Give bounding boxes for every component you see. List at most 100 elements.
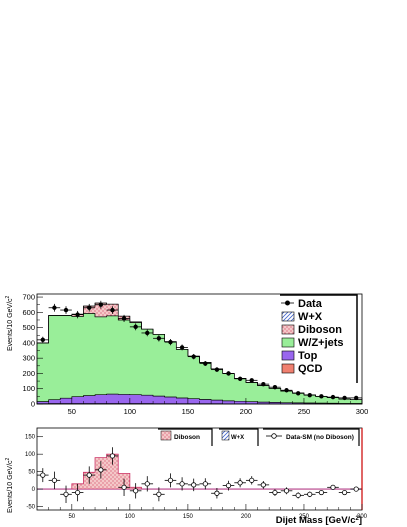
y-tick-label: 300 — [22, 354, 35, 363]
top-legend: Data W+X Diboson W/Z+jets Top QCD — [280, 294, 358, 383]
residual-point — [245, 476, 258, 485]
data-point — [280, 388, 293, 393]
data-point — [106, 306, 119, 314]
residual-point — [71, 483, 84, 502]
residual-point — [118, 478, 130, 497]
x-tick-label: 100 — [125, 514, 136, 520]
residual-point — [269, 489, 281, 497]
svg-text:Data: Data — [298, 298, 323, 310]
residual-point — [280, 487, 293, 495]
svg-text:QCD: QCD — [298, 363, 323, 375]
data-point — [245, 378, 258, 383]
residual-point — [129, 483, 142, 499]
y-tick-label: 150 — [25, 435, 36, 441]
residual-point — [211, 488, 223, 499]
data-point — [199, 361, 212, 367]
residual-point — [234, 478, 246, 488]
residual-point — [257, 481, 270, 489]
x-tick-label: 300 — [356, 407, 369, 416]
y-tick-label: 600 — [22, 308, 35, 317]
legend-qcd: QCD — [281, 363, 323, 375]
residual-point — [176, 477, 188, 491]
data-point — [234, 376, 246, 381]
x-tick-label: 200 — [241, 514, 252, 520]
data-point — [211, 367, 223, 372]
x-tick-label: 100 — [124, 407, 137, 416]
residual-point — [48, 471, 61, 490]
residual-point — [350, 486, 362, 492]
x-tick-label: 150 — [182, 407, 195, 416]
residual-point — [327, 484, 339, 490]
x-tick-label: 50 — [68, 407, 76, 416]
data-point — [176, 344, 188, 351]
data-point — [269, 384, 281, 390]
residual-frame-bg — [37, 428, 362, 510]
svg-text:Data-SM (no Diboson): Data-SM (no Diboson) — [286, 434, 354, 441]
residual-point — [187, 478, 200, 492]
data-point — [153, 335, 165, 342]
data-point — [129, 323, 142, 331]
legend-wx: W+X — [281, 311, 323, 323]
diboson-histogram — [37, 453, 362, 490]
residual-point — [60, 485, 72, 504]
data-point — [37, 336, 49, 343]
residual-point — [338, 489, 351, 496]
y-tick-label: 700 — [22, 293, 35, 302]
data-point — [141, 329, 154, 337]
x-tick-label: 50 — [68, 514, 75, 520]
bottom-legend: Diboson W+X Data-SM (no Diboson) — [158, 428, 360, 446]
svg-text:Diboson: Diboson — [298, 324, 342, 336]
x-tick-label: 250 — [298, 407, 311, 416]
data-point — [315, 394, 328, 399]
residual-point — [83, 466, 96, 484]
svg-text:W+X: W+X — [231, 435, 244, 441]
data-point — [187, 353, 200, 360]
data-point — [303, 392, 316, 398]
bottom-ylabel: Events/10 GeV/c2 — [5, 457, 14, 513]
residual-point — [315, 489, 328, 496]
svg-text:W+X: W+X — [298, 311, 323, 323]
residual-point — [95, 461, 107, 479]
data-point — [338, 395, 351, 401]
residual-point — [164, 473, 177, 488]
y-tick-label: 0 — [32, 487, 36, 493]
x-tick-label: 300 — [357, 514, 368, 520]
y-tick-label: 100 — [25, 452, 36, 458]
legend-data: Data — [281, 298, 323, 310]
y-tick-label: 50 — [28, 470, 35, 476]
data-point — [350, 395, 362, 401]
data-point — [48, 303, 61, 312]
data-point — [222, 371, 235, 376]
stack-w-x — [37, 302, 362, 401]
y-tick-label: -50 — [26, 505, 35, 511]
residual-point — [37, 468, 49, 483]
data-point — [83, 303, 96, 312]
legend-residual-bottom: Data-SM (no Diboson) — [263, 428, 360, 446]
svg-text:W/Z+jets: W/Z+jets — [298, 337, 344, 349]
x-tick-label: 200 — [240, 407, 253, 416]
x-tick-label: 250 — [299, 514, 310, 520]
data-point — [292, 391, 304, 396]
residual-point — [222, 480, 235, 491]
data-point — [95, 300, 107, 309]
data-point — [60, 306, 72, 314]
y-tick-label: 0 — [31, 400, 35, 409]
svg-text:Top: Top — [298, 350, 318, 362]
data-point — [164, 339, 177, 346]
residual-point — [106, 447, 119, 465]
x-tick-label: 150 — [183, 514, 194, 520]
xlabel: Dijet Mass [GeV/c2] — [276, 515, 362, 526]
y-tick-label: 400 — [22, 338, 35, 347]
legend-diboson: Diboson — [281, 324, 342, 336]
main-distribution-panel: 0 100 200 300 400 500 600 700 50 100 150 200 250 300 — [22, 293, 368, 416]
svg-text:Diboson: Diboson — [174, 434, 200, 441]
legend-wzjets: W/Z+jets — [281, 337, 344, 349]
y-tick-label: 100 — [22, 384, 35, 393]
data-point — [118, 314, 130, 323]
y-tick-label: 200 — [22, 369, 35, 378]
legend-diboson-bottom: Diboson — [158, 428, 213, 446]
residual-panel: -50 0 50 100 150 50 100 150 200 250 300 — [25, 427, 368, 520]
residual-point — [199, 478, 212, 490]
residual-point — [153, 487, 165, 502]
